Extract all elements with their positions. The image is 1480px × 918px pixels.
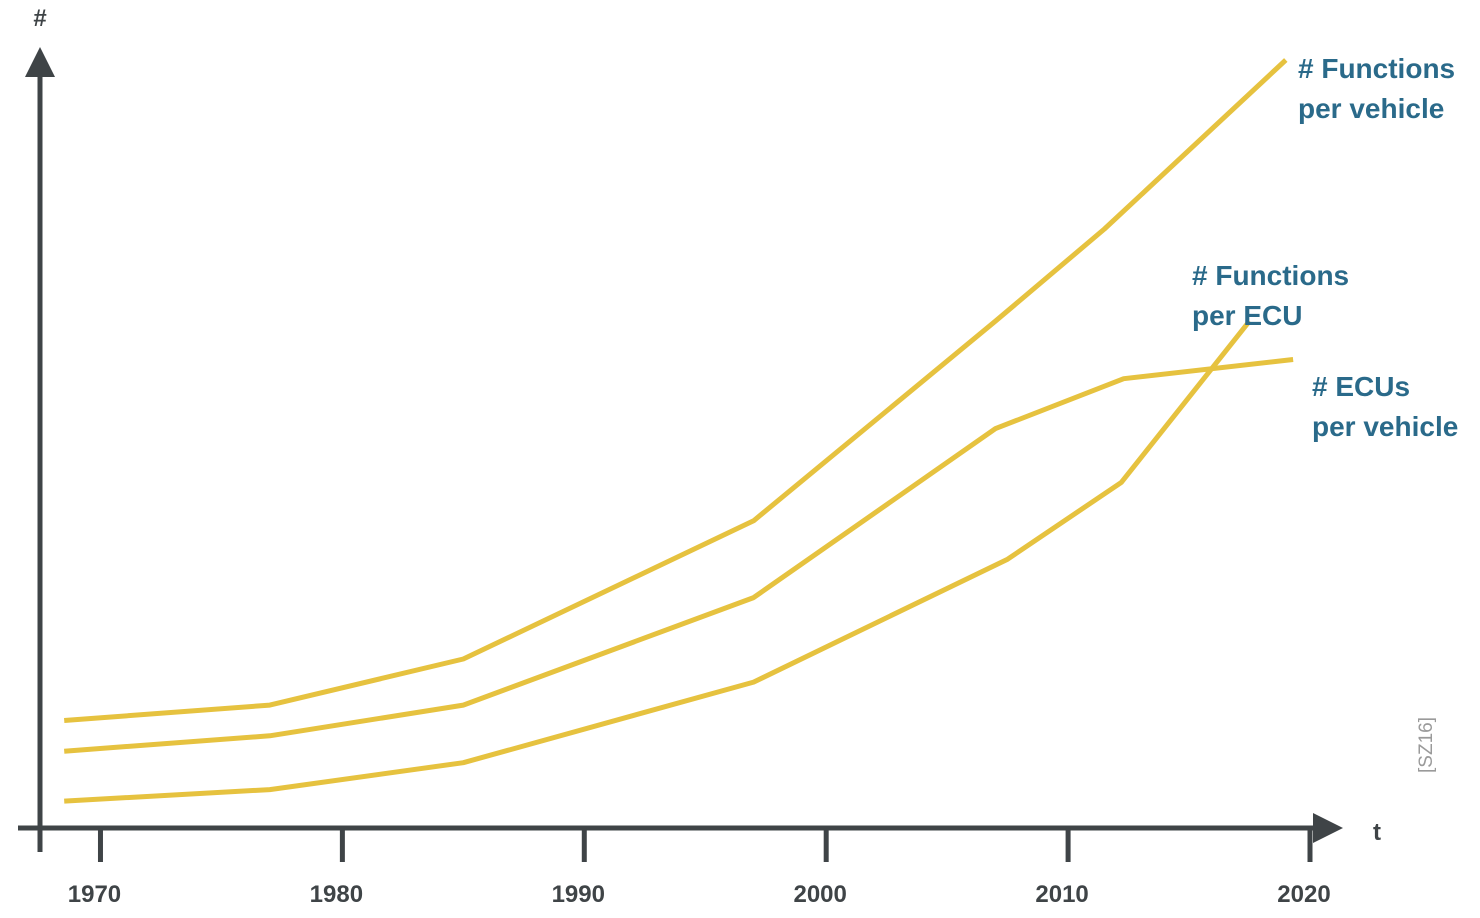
x-tick-label: 1970 [68,881,121,908]
series-label-2: # Functions per ECU [1192,260,1349,331]
x-tick-label: 1980 [310,881,363,908]
series-label-line: per vehicle [1312,411,1458,442]
series-label-line: # Functions [1298,53,1455,84]
series-label-line: # Functions [1192,260,1349,291]
series-labels: # Functions per vehicle# ECUs per vehicle#… [1192,53,1458,442]
series-line-2 [64,319,1252,804]
series-line-0 [64,58,1288,723]
x-axis-label: t [1373,819,1381,846]
source-note: [SZ16] [1416,717,1437,773]
x-tick-label: 2020 [1277,881,1330,908]
series-label-line: per vehicle [1298,93,1444,124]
series-line-1 [64,357,1294,754]
series-label-1: # ECUs per vehicle [1312,371,1458,442]
x-tick-label: 1990 [552,881,605,908]
series-label-line: # ECUs [1312,371,1410,402]
x-ticks: 1970 1980 1990 2000 2010 2020 [68,828,1331,908]
series-label-line: per ECU [1192,300,1302,331]
x-tick-label: 2000 [793,881,846,908]
x-tick-label: 2010 [1035,881,1088,908]
series-group [64,58,1294,804]
series-label-0: # Functions per vehicle [1298,53,1455,124]
y-axis-label: # [33,5,46,32]
